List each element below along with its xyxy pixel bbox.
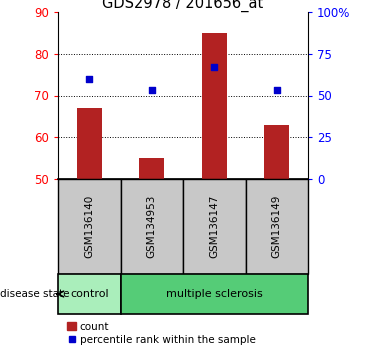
Text: GSM136140: GSM136140 [84,195,94,258]
Point [274,88,280,93]
Point [86,76,92,82]
Point [149,88,155,93]
Bar [246,179,308,274]
Bar [202,33,227,179]
Bar [183,179,246,274]
Text: control: control [70,289,108,299]
Text: GSM136149: GSM136149 [272,195,282,258]
Point [211,64,217,70]
Bar [121,274,308,314]
Legend: count, percentile rank within the sample: count, percentile rank within the sample [63,317,260,349]
Bar [77,108,102,179]
Bar [264,125,289,179]
Text: multiple sclerosis: multiple sclerosis [166,289,263,299]
Bar [139,158,164,179]
Bar [121,179,183,274]
Text: GSM136147: GSM136147 [209,195,219,258]
Bar [58,274,121,314]
Text: disease state: disease state [0,289,70,299]
Title: GDS2978 / 201656_at: GDS2978 / 201656_at [102,0,263,12]
Text: GSM134953: GSM134953 [147,195,157,258]
Bar [58,179,121,274]
